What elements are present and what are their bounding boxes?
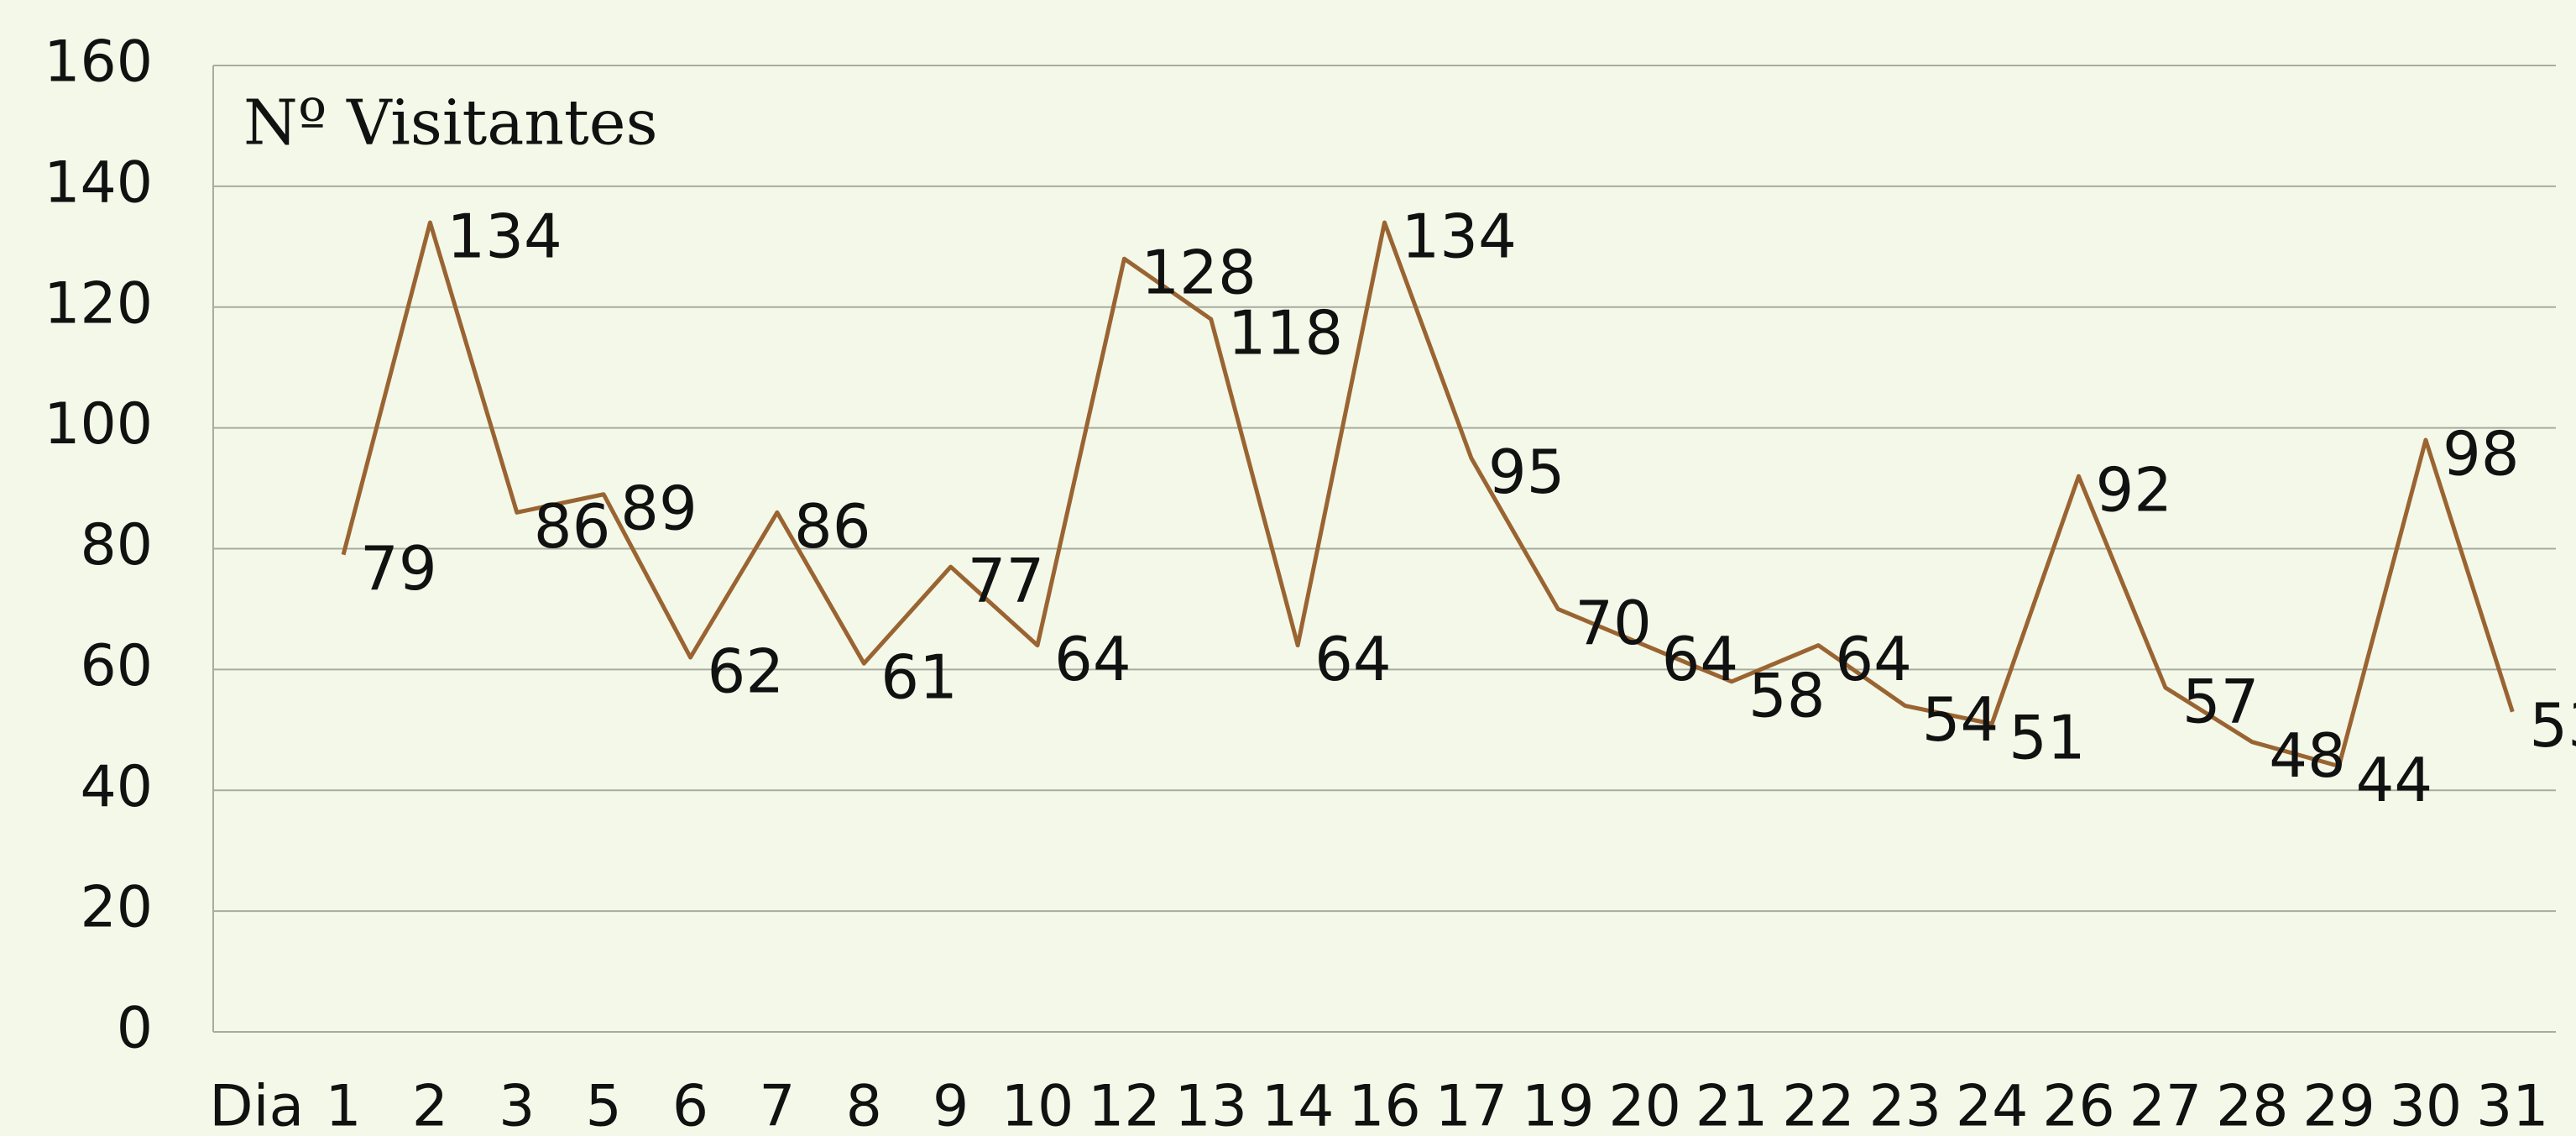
x-tick-label: 30: [2390, 1074, 2463, 1136]
x-tick-label: 22: [1782, 1074, 1855, 1136]
x-tick-label: Dia: [209, 1074, 304, 1136]
x-tick-label: 23: [1868, 1074, 1941, 1136]
y-tick-label: 80: [80, 512, 153, 578]
y-tick-label: 160: [44, 29, 153, 96]
data-label: 54: [1922, 684, 1999, 755]
x-tick-label: 9: [933, 1074, 969, 1136]
data-label: 57: [2182, 666, 2260, 736]
x-tick-label: 13: [1174, 1074, 1247, 1136]
data-label: 134: [447, 202, 562, 272]
data-label: 70: [1575, 588, 1652, 658]
x-tick-label: 16: [1348, 1074, 1421, 1136]
data-label: 64: [1054, 624, 1131, 694]
x-tick-label: 5: [586, 1074, 622, 1136]
data-label: 134: [1402, 202, 1517, 272]
data-label: 118: [1228, 298, 1343, 369]
data-label: 48: [2269, 720, 2346, 791]
x-tick-label: 29: [2302, 1074, 2375, 1136]
data-label: 89: [620, 473, 698, 543]
data-label: 64: [1835, 624, 1912, 694]
series-label: Nº Visitantes: [243, 86, 658, 159]
y-tick-label: 100: [44, 391, 153, 458]
data-label: 62: [708, 636, 785, 707]
x-tick-label: 21: [1696, 1074, 1769, 1136]
x-tick-label: 31: [2476, 1074, 2549, 1136]
data-label: 64: [1662, 624, 1739, 694]
x-tick-label: 1: [325, 1074, 361, 1136]
x-tick-label: 2: [412, 1074, 448, 1136]
data-label: 77: [968, 546, 1045, 616]
y-tick-label: 40: [80, 754, 153, 820]
x-tick-label: 8: [846, 1074, 882, 1136]
data-label: 95: [1488, 437, 1565, 507]
data-label: 86: [534, 491, 611, 562]
data-label: 51: [2009, 703, 2086, 773]
data-label: 92: [2095, 455, 2172, 526]
data-label: 98: [2443, 419, 2520, 489]
x-tick-label: 3: [499, 1074, 535, 1136]
data-label: 58: [1748, 660, 1826, 730]
x-tick-label: 27: [2129, 1074, 2202, 1136]
x-tick-label: 10: [1001, 1074, 1074, 1136]
y-tick-label: 120: [44, 270, 153, 337]
y-tick-label: 140: [44, 149, 153, 216]
x-tick-label: 17: [1435, 1074, 1508, 1136]
x-tick-label: 24: [1956, 1074, 2029, 1136]
y-tick-label: 60: [80, 633, 153, 699]
x-tick-label: 12: [1088, 1074, 1161, 1136]
x-tick-label: 7: [759, 1074, 795, 1136]
data-label: 128: [1141, 238, 1256, 308]
x-tick-label: 20: [1608, 1074, 1681, 1136]
y-tick-label: 20: [80, 875, 153, 941]
data-label: 86: [794, 491, 871, 562]
x-tick-label: 28: [2216, 1074, 2289, 1136]
data-label: 79: [360, 533, 437, 604]
data-label: 53: [2529, 690, 2576, 761]
line-series: [341, 220, 2515, 768]
y-tick-label: 0: [117, 996, 153, 1062]
data-label: 64: [1314, 624, 1392, 694]
data-label: 44: [2356, 745, 2433, 815]
x-tick-label: 6: [672, 1074, 708, 1136]
data-label: 61: [880, 642, 958, 713]
x-tick-label: 19: [1522, 1074, 1595, 1136]
x-tick-label: 26: [2042, 1074, 2115, 1136]
x-tick-label: 14: [1262, 1074, 1335, 1136]
